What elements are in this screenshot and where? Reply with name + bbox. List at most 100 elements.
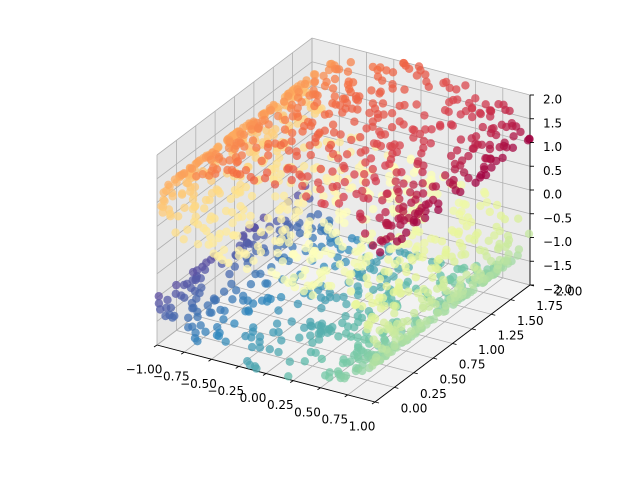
scatter-point <box>264 120 273 129</box>
scatter-point <box>247 125 256 134</box>
scatter-point <box>287 175 296 185</box>
scatter-point <box>486 128 496 138</box>
y-tick-mark <box>452 343 457 345</box>
scatter-point <box>306 121 315 131</box>
scatter-point <box>323 328 332 337</box>
scatter-point <box>224 258 233 268</box>
scatter-point <box>276 141 285 150</box>
x-tick-mark <box>317 387 321 391</box>
scatter-point <box>292 253 302 262</box>
scatter-point <box>263 143 273 152</box>
scatter-point <box>334 199 344 208</box>
scatter-point <box>292 151 302 161</box>
x-tick-mark <box>208 358 212 362</box>
scatter-point <box>272 271 281 280</box>
scatter-point <box>284 372 293 381</box>
scatter-point <box>363 280 373 289</box>
scatter-point <box>239 296 248 305</box>
scatter-point <box>280 125 290 134</box>
scatter-point <box>298 181 307 191</box>
scatter-point <box>471 178 480 187</box>
scatter-point <box>256 228 266 237</box>
scatter-point <box>261 279 270 288</box>
scatter-point <box>426 139 435 148</box>
scatter-point <box>426 189 435 198</box>
scatter-point <box>445 178 455 187</box>
x-tick-mark <box>262 373 267 376</box>
scatter-point <box>284 278 293 287</box>
scatter-point <box>468 144 478 153</box>
y-tick-mark <box>491 313 496 316</box>
scatter-point <box>334 65 344 74</box>
scatter-point <box>333 174 343 184</box>
y-tick-label: 1.75 <box>536 299 563 313</box>
scatter-point <box>163 295 172 305</box>
scatter-point <box>420 238 429 248</box>
scatter-point <box>402 228 411 237</box>
scatter-point <box>310 109 320 118</box>
scatter-point <box>201 195 211 205</box>
scatter-point <box>462 222 471 231</box>
scatter-point <box>306 255 315 265</box>
scatter-point <box>336 130 345 139</box>
scatter-point <box>418 167 427 177</box>
scatter-point <box>362 273 371 282</box>
scatter-point <box>482 252 491 261</box>
scatter-point <box>391 177 400 186</box>
scatter-point <box>351 366 361 376</box>
z-tick-label: −1.5 <box>543 259 572 273</box>
x-tick-mark <box>371 401 376 405</box>
scatter-point <box>342 150 352 159</box>
scatter-point <box>227 279 236 289</box>
scatter-point <box>206 232 215 242</box>
scatter-point <box>387 109 397 118</box>
scatter-point <box>321 296 330 305</box>
scatter-point <box>300 357 309 366</box>
scatter-point <box>427 125 436 134</box>
scatter-point <box>285 357 294 366</box>
scatter-point <box>314 335 324 344</box>
scatter-point <box>233 213 243 222</box>
scatter-point <box>360 229 370 238</box>
scatter-point <box>420 111 429 120</box>
scatter-point <box>433 256 442 265</box>
scatter-point <box>265 345 274 354</box>
scatter-point <box>388 84 397 93</box>
scatter-point <box>168 313 177 322</box>
scatter-point <box>339 292 348 302</box>
y-tick-mark <box>394 386 399 389</box>
scatter-point <box>365 108 374 118</box>
scatter-point <box>353 333 362 342</box>
scatter-point <box>353 290 363 300</box>
scatter-point <box>352 189 361 199</box>
scatter-point <box>481 154 490 163</box>
scatter-point <box>299 161 309 171</box>
scatter-point <box>481 100 490 109</box>
scatter-point <box>401 281 410 290</box>
scatter-point <box>179 235 188 244</box>
scatter-point <box>342 358 351 367</box>
scatter-point <box>444 107 453 117</box>
scatter-point <box>411 273 420 282</box>
scatter-point <box>346 287 356 296</box>
x-tick-mark <box>153 344 158 348</box>
scatter-point <box>166 212 175 221</box>
scatter-point <box>299 286 308 296</box>
scatter-point <box>375 248 385 257</box>
scatter-point <box>356 148 365 157</box>
scatter-point <box>159 188 168 197</box>
scatter-point <box>317 304 326 313</box>
scatter-point <box>293 112 303 122</box>
scatter-point <box>174 212 183 221</box>
scatter-point <box>356 133 365 142</box>
scatter-point <box>350 170 359 179</box>
scatter-point <box>371 177 381 186</box>
scatter-point <box>247 342 257 352</box>
scatter-point <box>207 189 217 198</box>
scatter-point <box>187 164 197 173</box>
scatter-point <box>362 124 371 133</box>
scatter-point <box>498 153 507 163</box>
scatter-point <box>369 335 378 344</box>
scatter-point <box>485 207 494 217</box>
scatter-point <box>260 174 270 183</box>
